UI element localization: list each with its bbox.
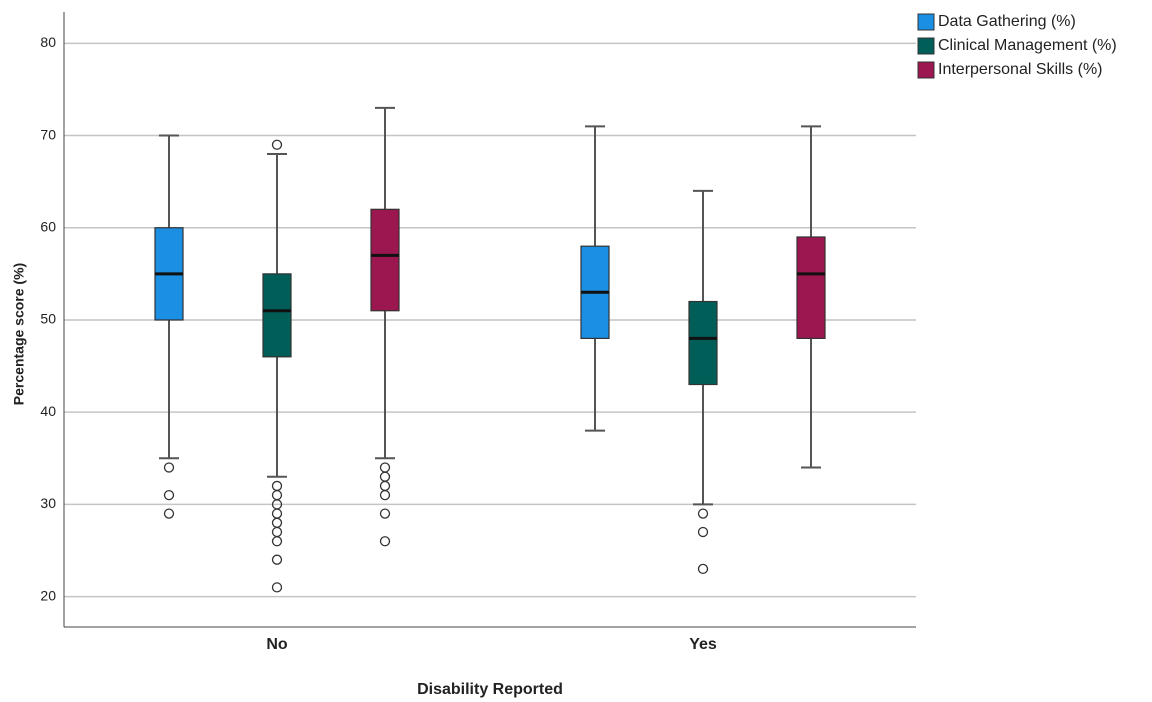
box xyxy=(262,273,292,358)
y-tick-label: 20 xyxy=(40,587,56,603)
outlier xyxy=(271,489,283,501)
legend-swatch xyxy=(917,37,935,55)
outlier xyxy=(379,489,391,501)
outlier xyxy=(271,480,283,492)
outlier xyxy=(271,582,283,593)
outlier xyxy=(271,517,283,528)
y-tick-label: 50 xyxy=(40,311,56,327)
outlier xyxy=(271,554,283,565)
outlier xyxy=(163,489,175,501)
y-tick-label: 60 xyxy=(40,218,56,234)
outlier xyxy=(163,508,175,519)
x-axis-title: Disability Reported xyxy=(417,681,563,698)
outlier xyxy=(379,536,391,547)
legend-swatch xyxy=(917,13,935,31)
y-axis-title: Percentage score (%) xyxy=(11,263,27,405)
legend-swatch xyxy=(917,61,935,79)
box xyxy=(370,208,400,312)
y-tick-label: 80 xyxy=(40,34,56,50)
outlier xyxy=(697,526,709,538)
legend-label: Clinical Management (%) xyxy=(938,37,1117,54)
outlier xyxy=(271,526,283,538)
y-tick-label: 70 xyxy=(40,126,56,142)
x-tick-label: Yes xyxy=(689,636,717,653)
legend-label: Interpersonal Skills (%) xyxy=(938,61,1103,78)
outlier xyxy=(697,508,709,519)
outlier xyxy=(697,563,709,575)
x-tick-label: No xyxy=(266,636,288,653)
outlier xyxy=(271,139,283,150)
outlier xyxy=(379,471,391,482)
outlier xyxy=(271,508,283,519)
legend-label: Data Gathering (%) xyxy=(938,13,1076,30)
y-tick-label: 30 xyxy=(40,495,56,511)
box xyxy=(688,300,718,386)
y-tick-label: 40 xyxy=(40,403,56,419)
outlier xyxy=(379,480,391,492)
outlier xyxy=(379,462,391,473)
outlier xyxy=(379,508,391,519)
outlier xyxy=(163,462,175,473)
outlier xyxy=(271,536,283,547)
box xyxy=(796,236,826,340)
